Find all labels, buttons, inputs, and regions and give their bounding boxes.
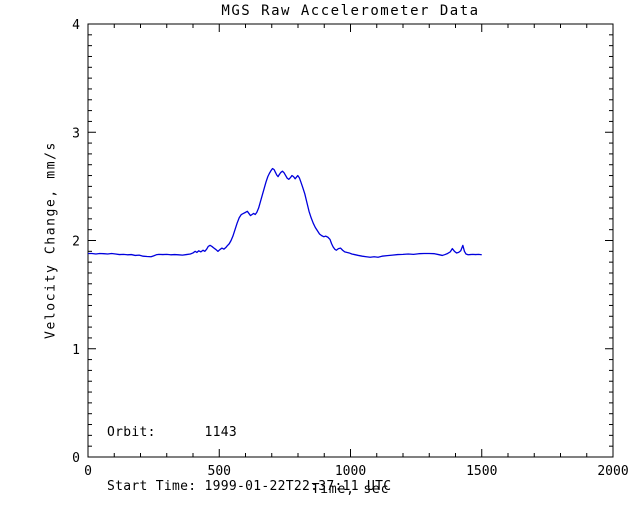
y-tick-label: 4	[72, 18, 80, 33]
x-tick-label: 0	[84, 464, 92, 479]
data-line	[88, 167, 482, 258]
annotation-start-time: Start Time: 1999-01-22T22:37:11 UTC	[107, 479, 392, 494]
x-tick-label: 1500	[466, 464, 497, 479]
x-axis-label: Time, sec	[311, 482, 390, 497]
y-tick-label: 3	[72, 126, 80, 141]
chart-title: MGS Raw Accelerometer Data	[221, 3, 480, 19]
y-tick-label: 2	[72, 235, 80, 250]
x-tick-label: 2000	[597, 464, 628, 479]
y-tick-label: 0	[72, 451, 80, 466]
y-axis-label: Velocity Change, mm/s	[43, 141, 59, 339]
annotation-block: Orbit: 1143 Start Time: 1999-01-22T22:37…	[107, 388, 391, 512]
x-tick-label: 1000	[335, 464, 366, 479]
x-tick-label: 500	[208, 464, 231, 479]
y-tick-label: 1	[72, 343, 80, 358]
annotation-orbit: Orbit: 1143	[107, 425, 238, 440]
